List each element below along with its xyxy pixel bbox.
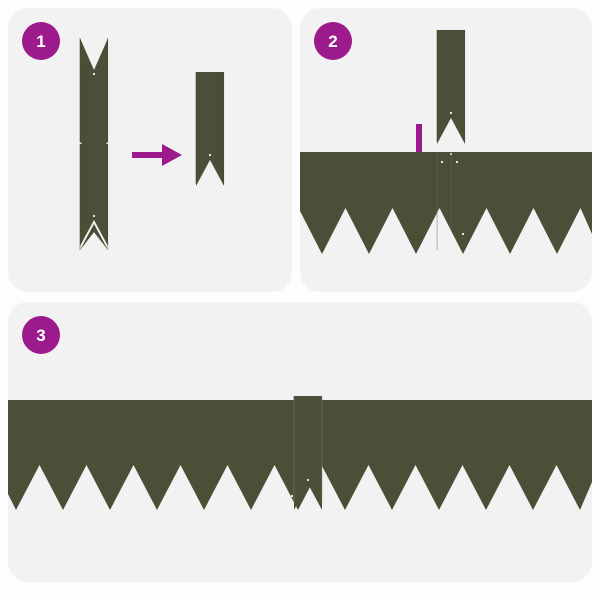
seam-tick-left: [78, 142, 82, 144]
step-number-label: 2: [328, 31, 338, 51]
long-strip-double-notched: [78, 38, 110, 250]
pin-dot-bottom: [92, 214, 96, 218]
panel-step-3: 3: [8, 302, 592, 582]
step-number-badge-3: 3: [22, 316, 60, 354]
step-number-badge-1: 1: [22, 22, 60, 60]
pin-dot-d: [461, 232, 465, 236]
pin-dot-left: [290, 494, 294, 498]
pin-dot: [449, 111, 453, 115]
step-number-label: 3: [36, 325, 46, 345]
step-number-label: 1: [36, 31, 46, 51]
panel-step-1: 1: [8, 8, 292, 292]
pin-dot-c: [437, 232, 441, 236]
arrow-right-icon: [132, 144, 182, 166]
pin-dot-center: [306, 478, 310, 482]
insert-seam-left: [293, 396, 295, 502]
panel-step-2: 2: [300, 8, 592, 292]
pin-dot-b: [455, 160, 459, 164]
pin-dot-right: [322, 494, 326, 498]
sawtooth-band: [300, 152, 592, 254]
pin-dot-top: [92, 72, 96, 76]
pin-dot-top: [450, 153, 452, 155]
step-number-badge-2: 2: [314, 22, 352, 60]
pin-dot: [208, 153, 212, 157]
seam-tick-right: [106, 142, 110, 144]
insert-seam-left: [436, 152, 438, 250]
insert-seam-mid: [450, 152, 452, 230]
insert-seam-right: [321, 396, 323, 502]
loose-strip: [436, 30, 466, 144]
inserted-strip: [290, 396, 326, 510]
panel-1-illustration: [8, 8, 292, 292]
pin-dot-a: [440, 160, 444, 164]
panel-2-illustration: [300, 8, 592, 292]
short-strip-single-notched: [195, 72, 225, 186]
panel-3-illustration: [8, 302, 592, 582]
